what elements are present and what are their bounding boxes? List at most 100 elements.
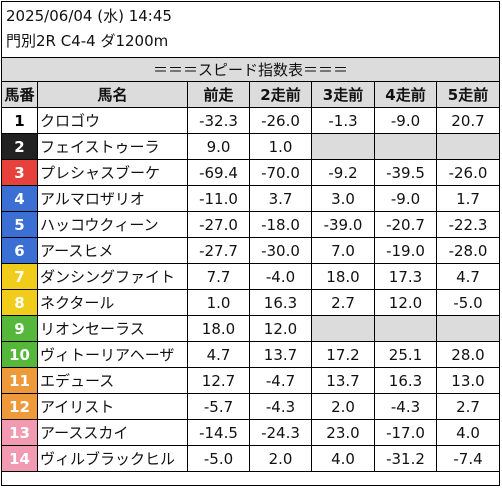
speed-index-cell: [435, 315, 501, 342]
speed-index-cell: -18.0: [249, 211, 312, 238]
horse-name: ネクタール: [37, 289, 188, 316]
speed-index-cell: 1.0: [249, 133, 312, 160]
speed-index-cell: 2.0: [249, 445, 312, 472]
post-number: 9: [1, 315, 38, 342]
post-number: 1: [1, 107, 38, 134]
table-row: 2 フェイストゥーラ 9.0 1.0: [1, 133, 501, 160]
speed-index-cell: 23.0: [311, 419, 375, 446]
horse-name: フェイストゥーラ: [37, 133, 188, 160]
horse-name: アーススカイ: [37, 419, 188, 446]
speed-index-cell: 12.0: [374, 289, 437, 316]
speed-index-cell: 13.7: [311, 367, 375, 394]
speed-index-cell: -4.0: [249, 263, 312, 290]
speed-index-cell: -9.2: [311, 159, 375, 186]
table-row: 11 エデュース 12.7 -4.7 13.7 16.3 13.0: [1, 367, 501, 394]
table-header-row: 馬番 馬名 前走 2走前 3走前 4走前 5走前: [1, 81, 501, 108]
speed-index-cell: 17.2: [311, 341, 375, 368]
post-number: 8: [1, 289, 38, 316]
speed-index-cell: 2.7: [311, 289, 375, 316]
speed-index-cell: -24.3: [249, 419, 312, 446]
speed-index-cell: 25.1: [374, 341, 437, 368]
speed-index-cell: -5.0: [435, 289, 501, 316]
post-number: 4: [1, 185, 38, 212]
post-number: 12: [1, 393, 38, 420]
speed-index-cell: -32.3: [187, 107, 250, 134]
table-row: 4 アルマロザリオ -11.0 3.7 3.0 -9.0 1.7: [1, 185, 501, 212]
speed-index-cell: [435, 133, 501, 160]
speed-index-cell: -70.0: [249, 159, 312, 186]
speed-index-cell: -20.7: [374, 211, 437, 238]
horse-name: ヴィトーリアヘーザ: [37, 341, 188, 368]
horse-name: リオンセーラス: [37, 315, 188, 342]
speed-index-cell: -9.0: [374, 185, 437, 212]
table-row: 3 プレシャスブーケ -69.4 -70.0 -9.2 -39.5 -26.0: [1, 159, 501, 186]
race-datetime: 2025/06/04 (水) 14:45: [6, 7, 172, 25]
speed-index-cell: 18.0: [187, 315, 250, 342]
table-row: 5 ハッコウクィーン -27.0 -18.0 -39.0 -20.7 -22.3: [1, 211, 501, 238]
speed-index-cell: -7.4: [435, 445, 501, 472]
post-number: 7: [1, 263, 38, 290]
speed-index-cell: 16.3: [249, 289, 312, 316]
speed-index-cell: -26.0: [249, 107, 312, 134]
speed-index-cell: -11.0: [187, 185, 250, 212]
speed-index-cell: 4.7: [435, 263, 501, 290]
post-number: 5: [1, 211, 38, 238]
speed-index-cell: 13.7: [249, 341, 312, 368]
speed-index-cell: [374, 133, 437, 160]
speed-index-cell: -19.0: [374, 237, 437, 264]
speed-index-cell: 2.0: [311, 393, 375, 420]
table-row: 7 ダンシングファイト 7.7 -4.0 18.0 17.3 4.7: [1, 263, 501, 290]
speed-index-cell: -31.2: [374, 445, 437, 472]
speed-index-cell: -5.0: [187, 445, 250, 472]
speed-index-cell: [311, 133, 375, 160]
col-2-races-ago-header: 2走前: [249, 81, 312, 108]
speed-index-cell: -39.0: [311, 211, 375, 238]
table-row: 6 アースヒメ -27.7 -30.0 7.0 -19.0 -28.0: [1, 237, 501, 264]
speed-index-table: ＝＝＝スピード指数表＝＝＝ 馬番 馬名 前走 2走前 3走前 4走前 5走前 1 クロゴウ -3…: [0, 57, 501, 472]
col-post-number-header: 馬番: [1, 81, 38, 108]
speed-index-cell: 12.7: [187, 367, 250, 394]
post-number: 6: [1, 237, 38, 264]
speed-index-cell: -22.3: [435, 211, 501, 238]
speed-index-cell: 9.0: [187, 133, 250, 160]
col-3-races-ago-header: 3走前: [311, 81, 375, 108]
speed-index-cell: -28.0: [435, 237, 501, 264]
speed-index-cell: 12.0: [249, 315, 312, 342]
post-number: 2: [1, 133, 38, 160]
speed-index-cell: 1.7: [435, 185, 501, 212]
horse-name: ヴィルブラックヒル: [37, 445, 188, 472]
speed-index-cell: -26.0: [435, 159, 501, 186]
horse-name: クロゴウ: [37, 107, 188, 134]
col-4-races-ago-header: 4走前: [374, 81, 437, 108]
table-title: ＝＝＝スピード指数表＝＝＝: [0, 57, 501, 82]
speed-index-cell: 3.7: [249, 185, 312, 212]
horse-name: エデュース: [37, 367, 188, 394]
col-last-race-header: 前走: [187, 81, 250, 108]
table-row: 9 リオンセーラス 18.0 12.0: [1, 315, 501, 342]
horse-name: ダンシングファイト: [37, 263, 188, 290]
speed-index-cell: 7.7: [187, 263, 250, 290]
horse-name: アースヒメ: [37, 237, 188, 264]
speed-index-cell: -27.7: [187, 237, 250, 264]
speed-index-cell: 3.0: [311, 185, 375, 212]
col-horse-name-header: 馬名: [37, 81, 188, 108]
speed-index-cell: 20.7: [435, 107, 501, 134]
col-5-races-ago-header: 5走前: [435, 81, 501, 108]
speed-index-cell: 4.0: [435, 419, 501, 446]
speed-index-cell: 17.3: [374, 263, 437, 290]
speed-index-cell: 16.3: [374, 367, 437, 394]
table-row: 14 ヴィルブラックヒル -5.0 2.0 4.0 -31.2 -7.4: [1, 445, 501, 472]
post-number: 3: [1, 159, 38, 186]
speed-index-cell: 18.0: [311, 263, 375, 290]
table-row: 1 クロゴウ -32.3 -26.0 -1.3 -9.0 20.7: [1, 107, 501, 134]
post-number: 10: [1, 341, 38, 368]
speed-index-cell: 7.0: [311, 237, 375, 264]
speed-index-cell: [374, 315, 437, 342]
speed-index-cell: -5.7: [187, 393, 250, 420]
speed-index-cell: 1.0: [187, 289, 250, 316]
post-number: 14: [1, 445, 38, 472]
speed-index-cell: -27.0: [187, 211, 250, 238]
speed-index-cell: [311, 315, 375, 342]
speed-index-cell: -17.0: [374, 419, 437, 446]
speed-index-cell: -4.3: [249, 393, 312, 420]
